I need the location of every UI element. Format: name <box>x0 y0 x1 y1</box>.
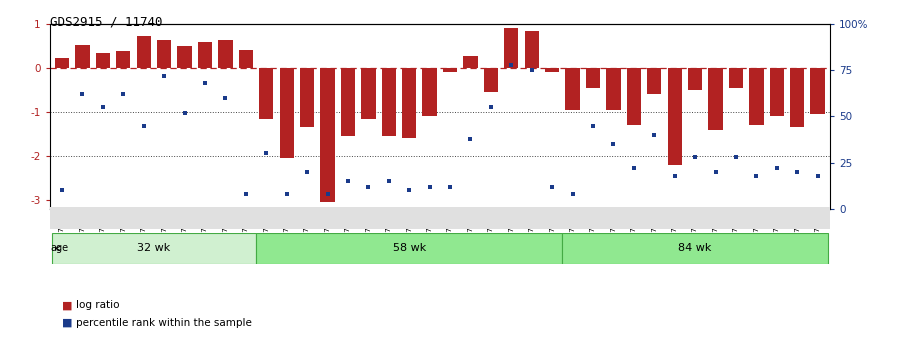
Bar <box>157 40 171 68</box>
Bar <box>218 40 233 68</box>
Bar <box>443 68 457 72</box>
Bar <box>545 68 559 72</box>
Bar <box>749 68 764 125</box>
Bar <box>811 68 824 114</box>
Bar <box>300 68 314 127</box>
Bar <box>341 68 355 136</box>
Bar <box>504 28 519 68</box>
Bar <box>423 68 437 116</box>
Bar <box>586 68 600 88</box>
Bar <box>361 68 376 119</box>
Bar <box>382 68 395 136</box>
Text: log ratio: log ratio <box>76 300 119 310</box>
Bar <box>647 68 662 95</box>
Bar <box>525 31 538 68</box>
Bar <box>626 68 641 125</box>
Bar <box>55 58 69 68</box>
Bar <box>116 50 130 68</box>
Bar <box>562 233 828 264</box>
Text: 58 wk: 58 wk <box>393 244 426 253</box>
Bar <box>256 233 562 264</box>
Bar <box>688 68 702 90</box>
Bar <box>729 68 743 88</box>
Bar <box>402 68 416 138</box>
Bar <box>709 68 723 130</box>
Bar <box>668 68 681 165</box>
Text: percentile rank within the sample: percentile rank within the sample <box>76 318 252 327</box>
Bar <box>198 42 212 68</box>
Bar <box>463 56 478 68</box>
Bar <box>484 68 498 92</box>
Bar <box>769 68 784 116</box>
Bar <box>52 233 256 264</box>
Text: ■: ■ <box>62 318 72 327</box>
Bar <box>96 53 110 68</box>
Text: 32 wk: 32 wk <box>138 244 170 253</box>
Bar <box>137 37 151 68</box>
Bar <box>259 68 273 119</box>
Bar <box>790 68 805 127</box>
Bar <box>566 68 580 110</box>
Bar <box>75 45 90 68</box>
Text: GDS2915 / 11740: GDS2915 / 11740 <box>50 16 162 29</box>
Text: ■: ■ <box>62 300 72 310</box>
Text: 84 wk: 84 wk <box>679 244 712 253</box>
Text: age: age <box>50 244 68 253</box>
Bar <box>606 68 621 110</box>
Bar <box>280 68 294 158</box>
Bar <box>320 68 335 202</box>
Bar <box>177 46 192 68</box>
Bar <box>239 50 253 68</box>
